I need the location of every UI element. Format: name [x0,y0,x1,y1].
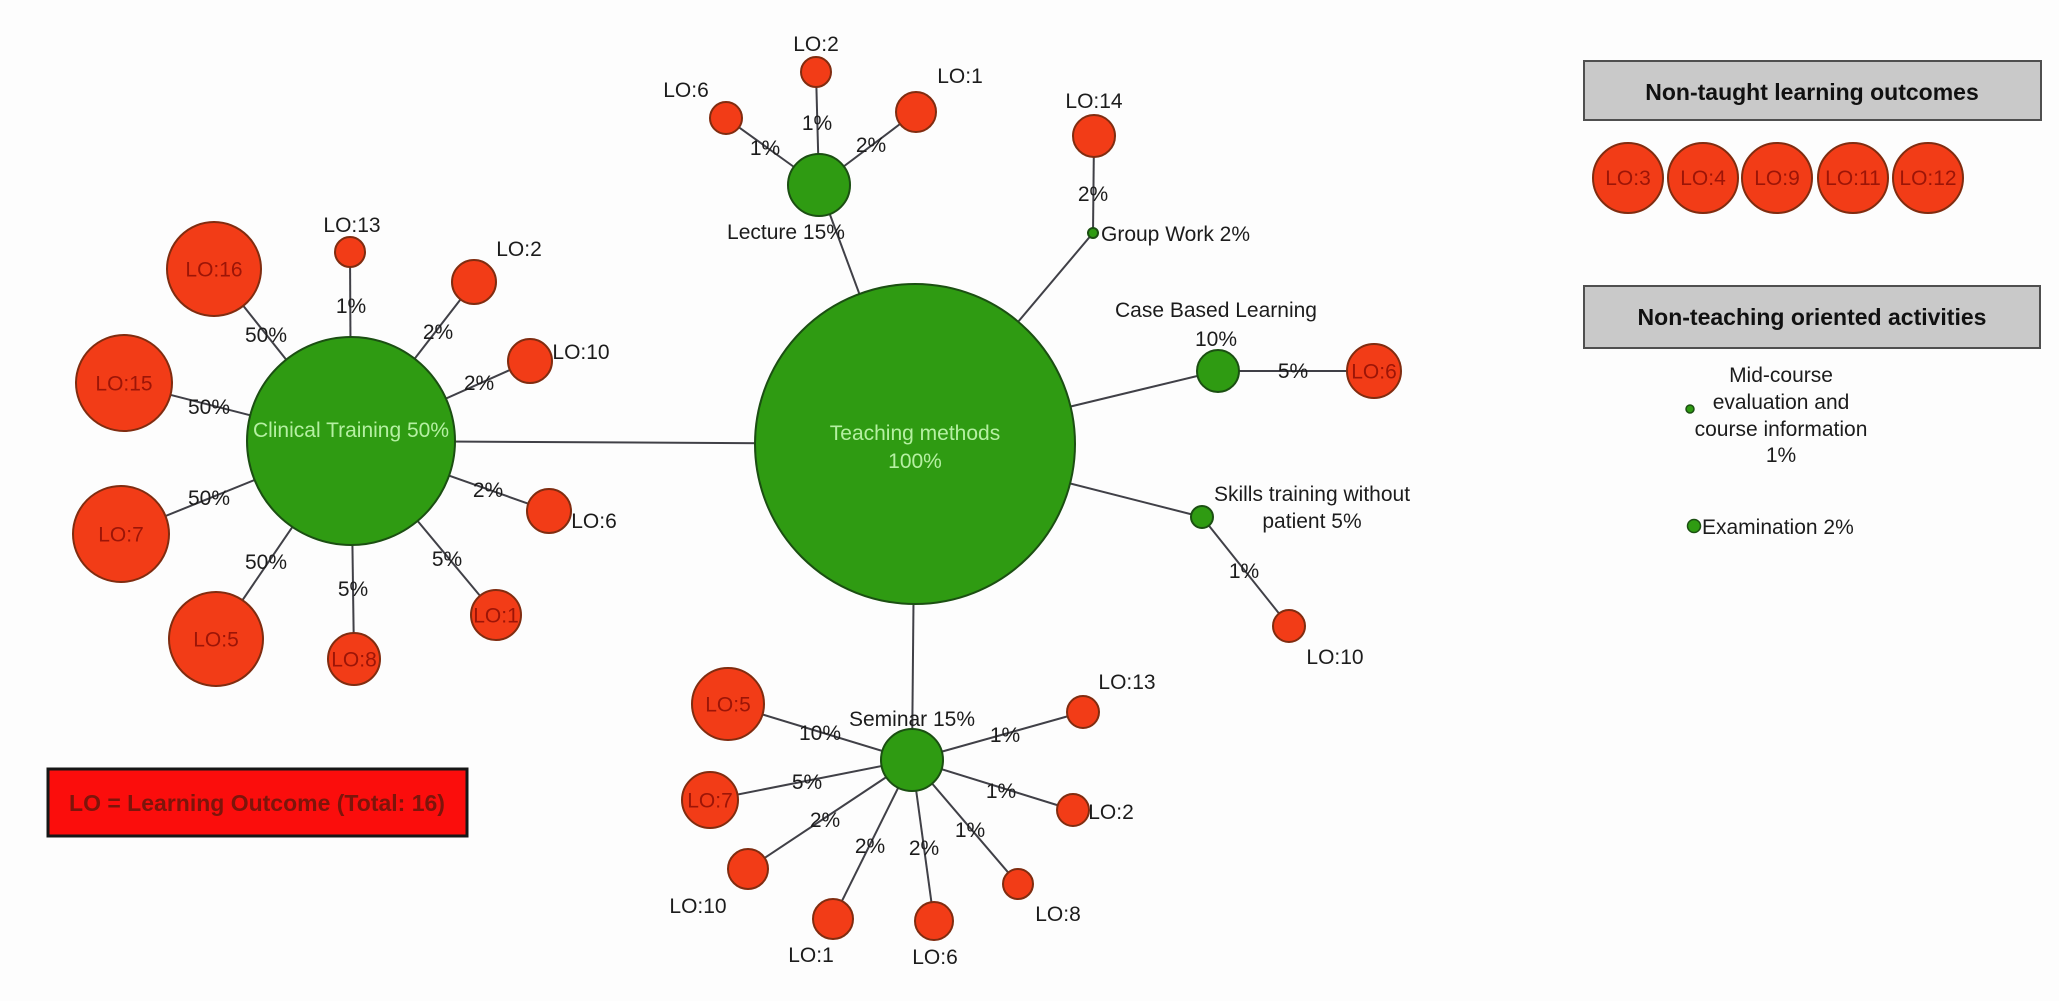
svg-text:Skills training without: Skills training without [1214,483,1410,506]
svg-text:10%: 10% [1195,328,1237,351]
svg-text:1%: 1% [990,724,1020,747]
svg-text:LO:12: LO:12 [1899,167,1956,190]
svg-text:LO:6: LO:6 [912,946,958,969]
svg-text:Teaching methods: Teaching methods [830,422,1000,445]
svg-text:2%: 2% [909,837,939,860]
svg-text:LO:6: LO:6 [1351,361,1397,384]
svg-text:2%: 2% [423,321,453,344]
svg-text:LO:2: LO:2 [1088,801,1134,824]
svg-text:Clinical Training 50%: Clinical Training 50% [253,419,449,442]
svg-text:Case Based Learning: Case Based Learning [1115,299,1317,322]
svg-text:LO:4: LO:4 [1680,167,1726,190]
svg-text:course information: course information [1695,418,1868,441]
svg-text:LO:5: LO:5 [705,694,751,717]
svg-text:10%: 10% [799,722,841,745]
svg-text:Examination 2%: Examination 2% [1702,516,1854,539]
svg-text:patient 5%: patient 5% [1262,510,1361,533]
svg-text:LO:1: LO:1 [473,605,519,628]
svg-text:LO:13: LO:13 [1098,671,1155,694]
svg-text:1%: 1% [336,295,366,318]
svg-text:2%: 2% [810,809,840,832]
svg-text:LO:8: LO:8 [1035,903,1081,926]
svg-text:5%: 5% [792,771,822,794]
svg-text:LO:6: LO:6 [571,510,617,533]
svg-text:LO:7: LO:7 [687,790,733,813]
svg-text:5%: 5% [432,548,462,571]
svg-text:LO:1: LO:1 [937,65,983,88]
svg-text:LO:10: LO:10 [669,895,726,918]
svg-text:50%: 50% [245,324,287,347]
svg-text:100%: 100% [888,450,942,473]
svg-text:LO:13: LO:13 [323,214,380,237]
svg-text:LO:10: LO:10 [552,341,609,364]
svg-text:LO = Learning Outcome (Total:: LO = Learning Outcome (Total: 16) [69,790,445,816]
svg-text:LO:1: LO:1 [788,944,834,967]
svg-text:LO:3: LO:3 [1605,167,1651,190]
svg-text:Group Work 2%: Group Work 2% [1101,223,1250,246]
svg-text:LO:7: LO:7 [98,524,144,547]
svg-text:LO:2: LO:2 [793,33,839,56]
svg-text:50%: 50% [188,487,230,510]
svg-text:Non-taught learning outcomes: Non-taught learning outcomes [1645,79,1979,105]
svg-text:5%: 5% [1278,360,1308,383]
svg-text:LO:2: LO:2 [496,238,542,261]
svg-text:evaluation and: evaluation and [1713,391,1850,414]
svg-text:LO:5: LO:5 [193,629,239,652]
svg-text:LO:14: LO:14 [1065,90,1123,113]
svg-text:LO:6: LO:6 [663,79,709,102]
svg-text:LO:10: LO:10 [1306,646,1363,669]
svg-text:LO:9: LO:9 [1754,167,1800,190]
svg-text:LO:15: LO:15 [95,373,152,396]
svg-text:2%: 2% [856,134,886,157]
svg-text:2%: 2% [855,835,885,858]
svg-text:1%: 1% [986,780,1016,803]
svg-text:2%: 2% [473,479,503,502]
svg-text:Non-teaching oriented activiti: Non-teaching oriented activities [1638,304,1987,330]
svg-text:50%: 50% [245,551,287,574]
svg-text:2%: 2% [1078,183,1108,206]
svg-text:1%: 1% [802,112,832,135]
svg-text:1%: 1% [750,137,780,160]
svg-text:LO:8: LO:8 [331,649,377,672]
svg-text:50%: 50% [188,396,230,419]
svg-text:LO:11: LO:11 [1825,167,1881,190]
svg-text:1%: 1% [955,819,985,842]
svg-text:1%: 1% [1766,444,1796,467]
svg-text:Lecture 15%: Lecture 15% [727,221,845,244]
svg-text:Seminar 15%: Seminar 15% [849,708,975,731]
svg-text:5%: 5% [338,578,368,601]
svg-text:LO:16: LO:16 [185,259,242,282]
svg-text:Mid-course: Mid-course [1729,364,1833,387]
svg-text:2%: 2% [464,372,494,395]
svg-text:1%: 1% [1229,560,1259,583]
